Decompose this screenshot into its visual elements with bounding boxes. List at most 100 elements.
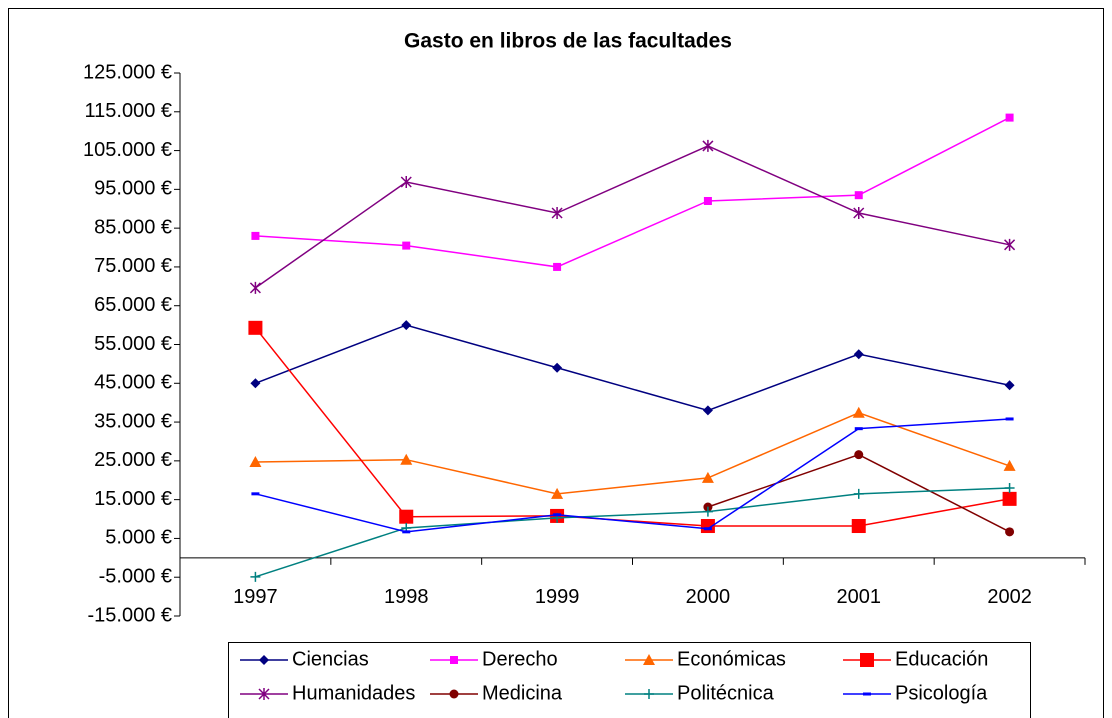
marker-part (250, 378, 261, 389)
y-tick-label: 65.000 € (94, 294, 172, 316)
marker (400, 453, 413, 465)
marker-part (853, 207, 865, 220)
marker-part (644, 689, 654, 699)
y-tick-label: 25.000 € (94, 449, 172, 471)
marker (250, 378, 261, 389)
marker (1003, 459, 1016, 471)
marker-part (852, 406, 865, 418)
y-tick-label: -5.000 € (99, 565, 172, 587)
series-line (254, 327, 1010, 527)
y-tick-label: 5.000 € (105, 527, 172, 549)
marker-part (553, 262, 562, 271)
marker (853, 349, 864, 360)
series-line (255, 418, 1010, 533)
legend-label: Psicología (895, 682, 988, 704)
marker-part (552, 362, 563, 373)
marker (702, 405, 713, 416)
marker-part (449, 689, 459, 699)
marker-part (851, 519, 866, 534)
marker-part (860, 653, 874, 667)
marker-part (251, 231, 260, 240)
marker (851, 519, 866, 534)
marker-part (248, 320, 263, 335)
series-line (255, 324, 1010, 412)
marker-part (853, 488, 864, 499)
legend-label: Politécnica (677, 682, 775, 704)
marker (701, 471, 714, 483)
marker (644, 689, 654, 699)
marker (854, 191, 863, 200)
y-tick-label: 125.000 € (83, 61, 172, 83)
marker (552, 362, 563, 373)
y-tick-label: 55.000 € (94, 333, 172, 355)
marker-part (701, 471, 714, 483)
legend-box (228, 642, 1031, 718)
y-tick-label: 75.000 € (94, 255, 172, 277)
marker (553, 262, 562, 271)
marker (854, 450, 864, 460)
marker (401, 320, 412, 331)
marker-part (450, 656, 458, 664)
marker (702, 506, 713, 517)
marker (449, 689, 459, 699)
marker (702, 139, 714, 152)
legend-label: Ciencias (292, 648, 369, 670)
marker (259, 655, 269, 665)
marker-part (1003, 459, 1016, 471)
x-tick-label: 1999 (535, 586, 580, 608)
marker-part (258, 688, 270, 700)
marker-part (249, 456, 262, 468)
marker-part (854, 191, 863, 200)
marker (399, 509, 414, 524)
x-tick-label: 1998 (384, 586, 429, 608)
legend-label: Derecho (482, 648, 558, 670)
marker (703, 196, 712, 205)
marker (400, 175, 412, 188)
marker (258, 688, 270, 700)
marker-part (1004, 483, 1015, 494)
marker-part (399, 509, 414, 524)
marker-part (402, 241, 411, 250)
marker (251, 231, 260, 240)
series-line (255, 487, 1010, 578)
y-tick-label: 35.000 € (94, 410, 172, 432)
y-tick-label: 105.000 € (83, 139, 172, 161)
marker (249, 456, 262, 468)
chart-border (8, 8, 1104, 718)
marker-part (1004, 238, 1016, 251)
marker (1005, 113, 1014, 122)
marker-part (259, 655, 269, 665)
marker (551, 487, 564, 499)
marker (853, 207, 865, 220)
marker-part (853, 349, 864, 360)
marker (1004, 483, 1015, 494)
x-tick-label: 2000 (686, 586, 731, 608)
marker-part (1005, 527, 1015, 537)
marker-part (702, 506, 713, 517)
series-line (254, 145, 1010, 289)
marker-part (1002, 491, 1017, 506)
y-tick-label: 45.000 € (94, 372, 172, 394)
marker-part (702, 139, 714, 152)
marker (852, 406, 865, 418)
legend-label: Económicas (677, 648, 786, 670)
marker (1004, 380, 1015, 391)
series-line (255, 116, 1010, 268)
marker (860, 653, 874, 667)
x-tick-label: 2001 (837, 586, 882, 608)
y-tick-label: 95.000 € (94, 178, 172, 200)
marker-part (1004, 380, 1015, 391)
series-line (255, 411, 1010, 495)
marker (1004, 238, 1016, 251)
marker (1005, 527, 1015, 537)
marker-part (249, 281, 261, 294)
marker-part (854, 450, 864, 460)
marker-part (1005, 113, 1014, 122)
y-tick-label: -15.000 € (87, 604, 172, 626)
marker (402, 241, 411, 250)
marker (249, 281, 261, 294)
marker (643, 654, 655, 665)
marker-part (400, 175, 412, 188)
